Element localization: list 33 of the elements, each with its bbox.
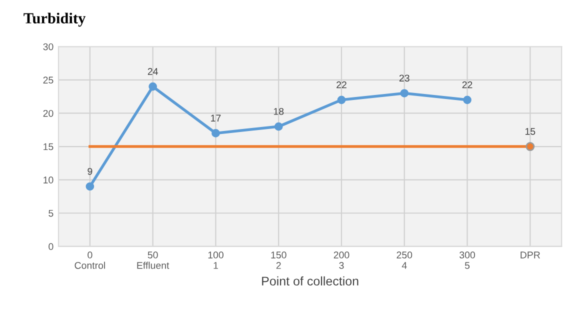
x-tick-label: DPR bbox=[520, 252, 540, 258]
x-tick-label: 150 2 bbox=[271, 252, 286, 269]
x-tick-label: 50 Effluent bbox=[137, 252, 170, 269]
chart-title: Turbidity bbox=[24, 12, 86, 27]
x-axis-title: Point of collection bbox=[262, 276, 358, 286]
point bbox=[463, 96, 472, 104]
y-tick-label: 5 bbox=[48, 210, 54, 217]
point bbox=[86, 182, 94, 191]
point bbox=[148, 82, 157, 91]
y-tick-label: 15 bbox=[44, 143, 54, 150]
x-tick-label: 100 1 bbox=[208, 252, 224, 269]
data-label: 22 bbox=[336, 81, 346, 88]
data-label: 23 bbox=[399, 74, 410, 82]
x-tick-label: 300 5 bbox=[460, 252, 475, 269]
point bbox=[337, 96, 346, 104]
data-label: 9 bbox=[88, 168, 92, 175]
y-tick-label: 0 bbox=[48, 243, 54, 250]
x-tick-label: 0 Control bbox=[74, 252, 105, 269]
x-tick-label: 200 3 bbox=[334, 252, 350, 269]
point bbox=[212, 129, 220, 138]
y-tick-label: 25 bbox=[43, 76, 54, 84]
point bbox=[400, 89, 409, 98]
y-tick-label: 20 bbox=[43, 110, 54, 117]
point bbox=[526, 142, 535, 152]
y-tick-label: 30 bbox=[43, 43, 54, 50]
x-tick-label: 250 4 bbox=[396, 252, 412, 269]
data-label: 24 bbox=[148, 68, 158, 75]
data-label: 18 bbox=[274, 108, 284, 115]
data-label: 17 bbox=[211, 114, 221, 122]
data-label: 22 bbox=[462, 81, 472, 88]
y-tick-label: 10 bbox=[44, 176, 54, 184]
data-label: 15 bbox=[525, 128, 536, 135]
point bbox=[274, 122, 283, 131]
